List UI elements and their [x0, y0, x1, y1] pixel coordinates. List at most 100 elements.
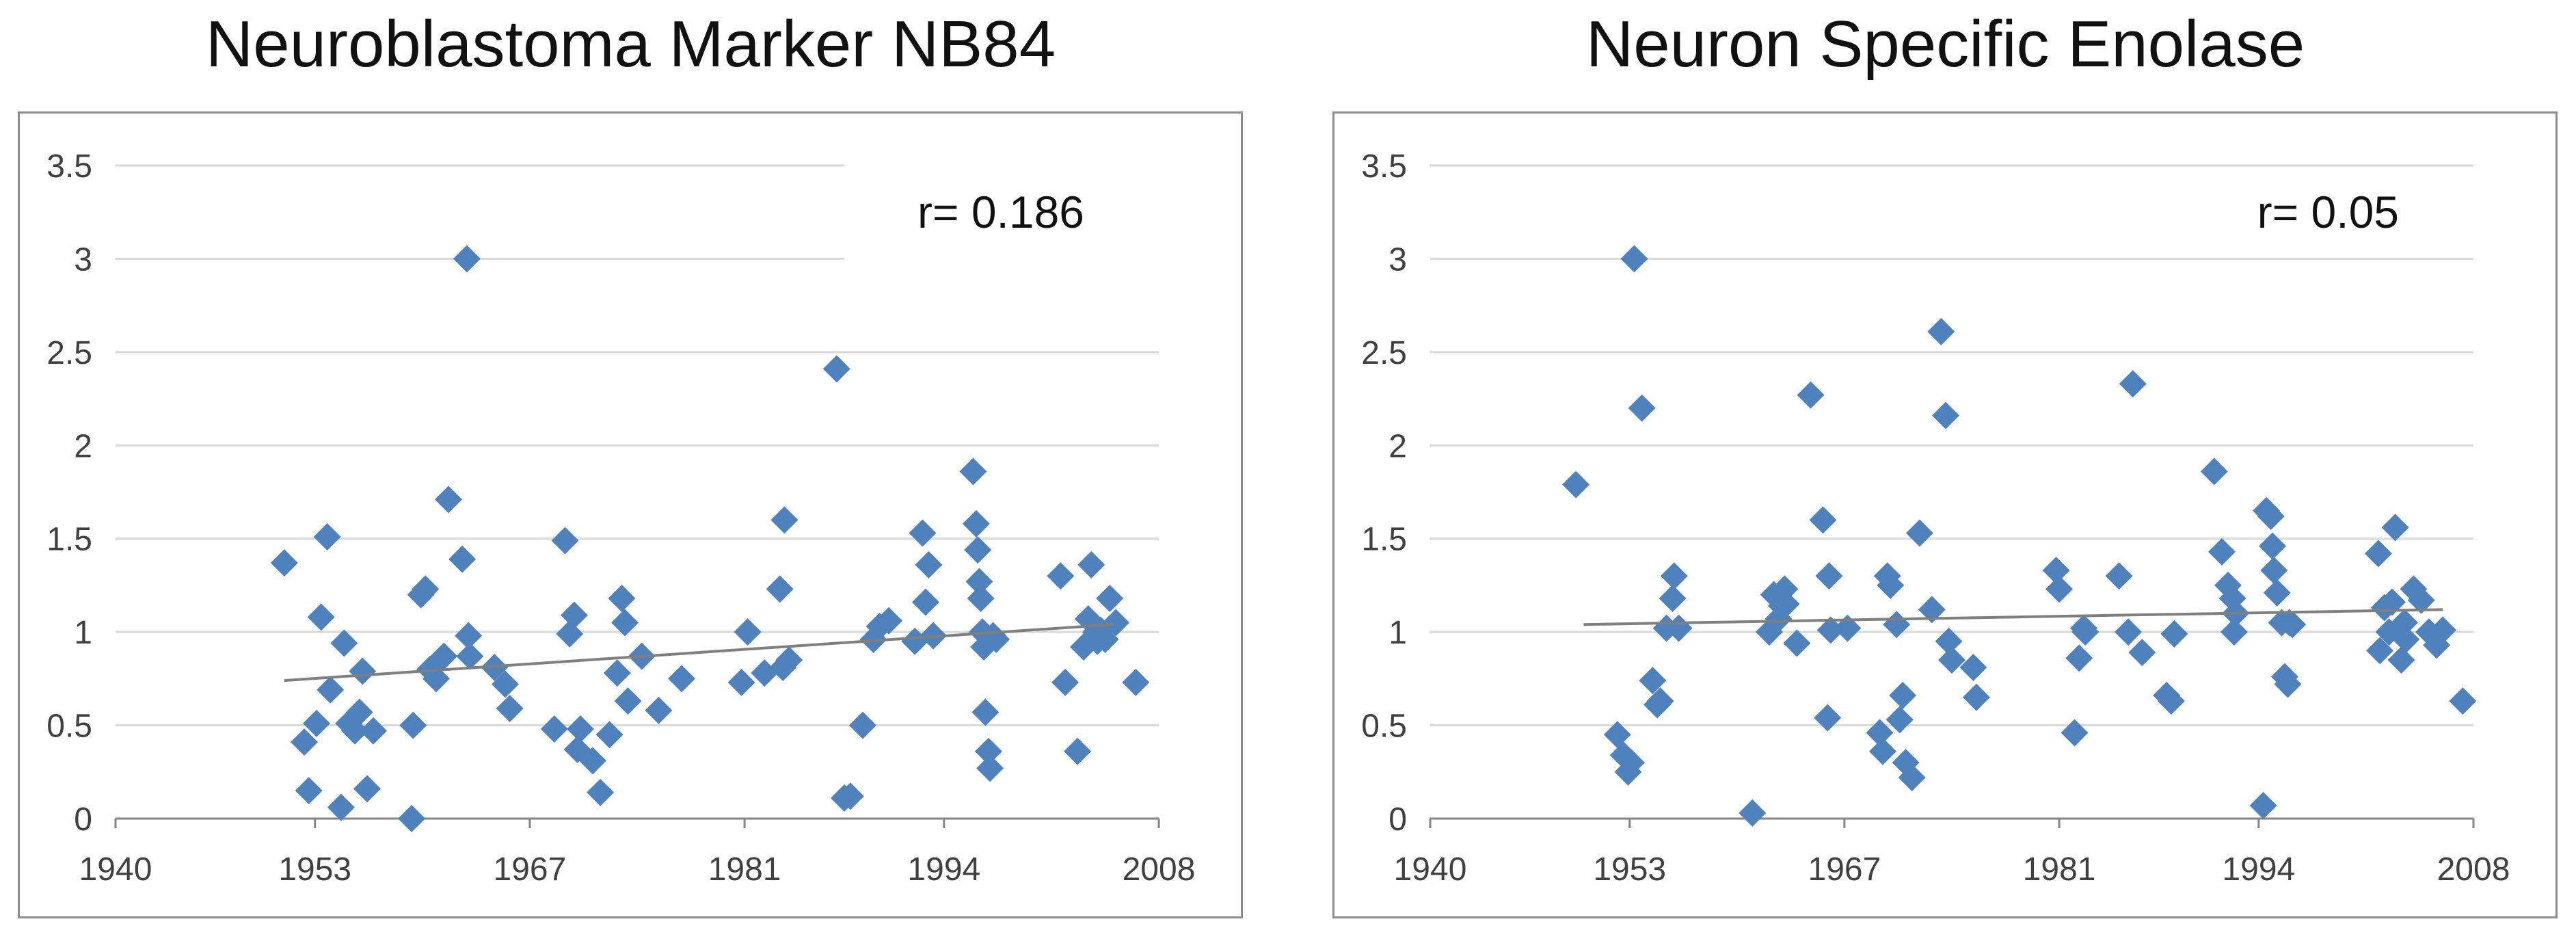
chart-title: Neuron Specific Enolase [1585, 8, 2305, 81]
chart-frame [1332, 111, 2558, 918]
data-point [496, 695, 524, 723]
data-point [1620, 245, 1648, 273]
data-point [1883, 611, 1911, 639]
data-point [1659, 585, 1687, 613]
data-point [353, 775, 381, 803]
data-point [2407, 586, 2435, 614]
data-point [614, 687, 642, 715]
y-tick-label: 1 [1388, 615, 1407, 651]
data-point [412, 575, 440, 603]
chart-frame [18, 111, 1243, 918]
data-point [345, 698, 373, 726]
x-tick-label: 1953 [1593, 851, 1666, 888]
data-point [270, 549, 298, 577]
data-point [1639, 667, 1667, 695]
y-tick-label: 2.5 [1361, 335, 1407, 371]
data-point [1834, 614, 1862, 642]
data-point [1051, 668, 1079, 696]
data-point [492, 670, 520, 698]
data-point [1765, 605, 1793, 633]
data-point [448, 545, 477, 573]
data-point [1646, 687, 1674, 715]
data-points [1562, 245, 2477, 827]
data-point [770, 506, 799, 534]
data-point [2160, 620, 2188, 648]
y-tick-label: 2 [74, 428, 92, 464]
data-point [1866, 719, 1894, 747]
data-point [1877, 571, 1905, 599]
correlation-annotation: r= 0.05 [2257, 187, 2399, 237]
data-point [775, 646, 803, 674]
data-point [2249, 791, 2277, 819]
data-point [2208, 538, 2236, 566]
data-point [2449, 687, 2477, 715]
data-point [611, 609, 639, 637]
data-point [455, 622, 483, 650]
data-point [313, 522, 341, 551]
data-point [360, 717, 388, 745]
y-tick-label: 3.5 [1361, 148, 1407, 185]
data-point [2220, 618, 2248, 646]
data-point [2366, 637, 2394, 665]
data-point [2260, 557, 2288, 585]
chart-panel-nb84: Neuroblastoma Marker NB84 0 0.5 1 1.5 2 2.5 3 3… [0, 0, 1261, 928]
data-point [327, 793, 355, 821]
y-tick-label: 3 [74, 241, 92, 278]
data-point [430, 642, 458, 670]
data-point [1797, 381, 1825, 409]
data-point [1918, 596, 1946, 624]
y-tick-label: 0 [1388, 801, 1407, 838]
data-point [1077, 551, 1105, 579]
data-point [1814, 704, 1842, 732]
data-point [1815, 562, 1843, 590]
data-point [2429, 616, 2457, 644]
data-point [1660, 562, 1688, 590]
data-point [1665, 614, 1693, 642]
data-point [2392, 626, 2420, 654]
data-point [2259, 532, 2287, 560]
data-point [349, 657, 377, 685]
y-tick-label: 0.5 [1361, 708, 1407, 745]
data-point [965, 568, 993, 596]
data-point [848, 711, 876, 739]
data-point [2257, 502, 2285, 530]
data-point [974, 737, 1002, 765]
data-point [399, 711, 427, 739]
data-point [291, 728, 319, 756]
x-tick-label: 1967 [494, 851, 567, 888]
data-point [909, 519, 937, 547]
data-point [1959, 653, 1987, 681]
x-tick-label: 1953 [278, 851, 351, 888]
data-point [962, 509, 990, 538]
x-tick-label: 1994 [2222, 851, 2295, 888]
data-point [2200, 458, 2228, 486]
data-point [2042, 557, 2070, 585]
x-tick-label: 1940 [79, 851, 152, 888]
data-point [2391, 609, 2419, 637]
data-point [566, 715, 594, 743]
data-point [330, 629, 358, 657]
data-point [967, 585, 995, 613]
data-point [560, 601, 588, 629]
chart-title: Neuroblastoma Marker NB84 [205, 8, 1056, 81]
data-point [1809, 506, 1837, 534]
data-point [2061, 719, 2089, 747]
x-tick-label: 1967 [1808, 851, 1881, 888]
data-point [645, 696, 673, 724]
data-point [295, 777, 323, 805]
x-tick-label: 1994 [907, 851, 980, 888]
data-point [2071, 618, 2099, 646]
data-point [911, 588, 939, 616]
data-point [971, 698, 999, 726]
data-point [964, 536, 992, 564]
data-point [2157, 687, 2185, 715]
scatter-plot-nse: 0 0.5 1 1.5 2 2.5 3 3.5 1940 1953 1967 1981 1994 2008… [1361, 148, 2510, 888]
data-point [603, 659, 631, 687]
data-point [1064, 737, 1092, 765]
data-point [2115, 618, 2143, 646]
data-point [587, 778, 615, 806]
y-tick-label: 0 [74, 801, 92, 838]
y-tick-label: 1.5 [1361, 522, 1407, 558]
chart-panel-nse: Neuron Specific Enolase 0 0.5 1 1.5 2 2.5 3 3.5… [1315, 0, 2576, 928]
data-point [1617, 749, 1645, 777]
